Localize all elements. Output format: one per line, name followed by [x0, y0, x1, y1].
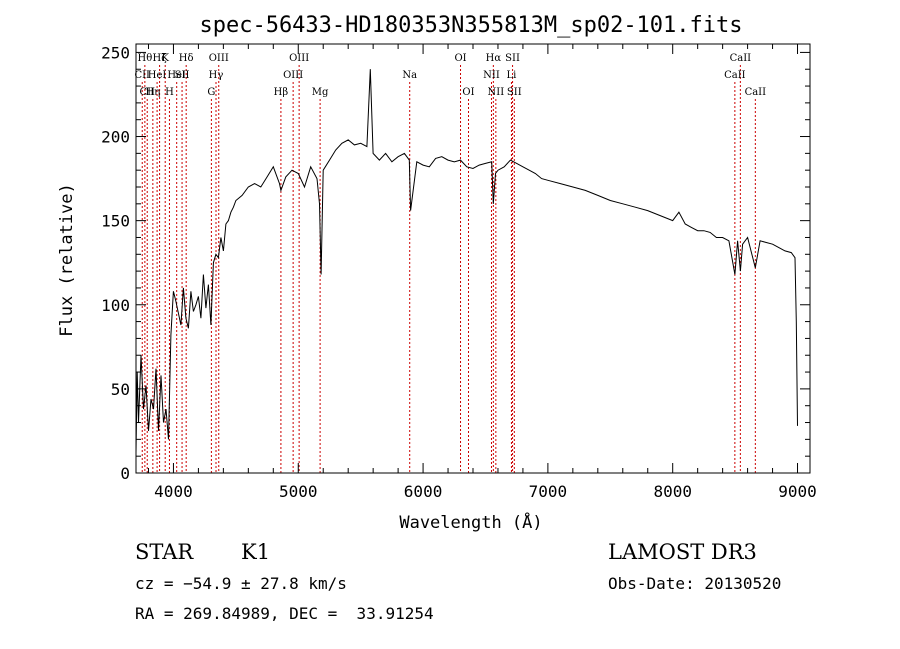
line-marker-label-12: Hγ: [209, 70, 224, 81]
line-marker-label-29: CaII: [745, 87, 767, 98]
spectrum-line: [135, 69, 798, 453]
y-tick-label-250: 250: [101, 43, 130, 62]
plot-frame: [135, 43, 811, 474]
line-marker-label-21: NII: [483, 70, 500, 81]
redshift-velocity: cz = −54.9 ± 27.8 km/s: [135, 574, 347, 593]
x-tick-label-6000: 6000: [404, 482, 443, 501]
x-axis-label: Wavelength (Å): [399, 511, 542, 533]
y-tick-label-0: 0: [120, 464, 130, 483]
line-marker-label-16: OIII: [289, 53, 309, 64]
x-tick-label-9000: 9000: [778, 482, 817, 501]
line-marker-label-20: OI: [462, 87, 474, 98]
line-marker-label-14: Hβ: [274, 87, 289, 98]
line-marker-label-2: CII: [139, 87, 155, 98]
line-marker-label-9: SII: [175, 70, 190, 81]
y-tick-label-200: 200: [101, 128, 130, 147]
coordinates: RA = 269.84989, DEC = 33.91254: [135, 604, 434, 623]
line-marker-label-22: Hα: [486, 53, 502, 64]
line-marker-label-7: H: [165, 87, 174, 98]
x-tick-label-4000: 4000: [154, 482, 193, 501]
object-subclass: K1: [241, 540, 271, 564]
x-tick-label-7000: 7000: [529, 482, 568, 501]
y-tick-label-100: 100: [101, 296, 130, 315]
line-marker-label-4: HeI: [148, 70, 167, 81]
line-marker-label-11: G: [207, 87, 215, 98]
x-tick-label-5000: 5000: [279, 482, 318, 501]
line-marker-label-26: SII: [507, 87, 522, 98]
y-axis-label: Flux (relative): [57, 183, 77, 337]
line-marker-label-0: CII: [134, 70, 150, 81]
line-marker-label-8: HeI: [167, 70, 186, 81]
emission-line-markers: [141, 65, 756, 473]
survey-name: LAMOST DR3: [608, 540, 757, 564]
line-marker-label-13: OIII: [209, 53, 229, 64]
x-tick-label-8000: 8000: [653, 482, 692, 501]
line-marker-label-15: OIII: [283, 70, 303, 81]
observation-date: Obs-Date: 20130520: [608, 574, 782, 593]
line-marker-label-5: Hζ: [153, 53, 168, 64]
line-marker-label-25: SII: [505, 53, 520, 64]
y-tick-label-50: 50: [111, 380, 130, 399]
line-marker-label-1: Hθ: [137, 53, 152, 64]
y-axis-ticks: 0 50 100 150 200 250: [101, 43, 810, 483]
y-tick-label-150: 150: [101, 212, 130, 231]
line-marker-label-10: Hδ: [179, 53, 194, 64]
line-marker-label-19: OI: [454, 53, 466, 64]
line-marker-label-3: Hη: [145, 87, 160, 98]
chart-title: spec-56433-HD180353N355813M_sp02-101.fit…: [199, 13, 742, 38]
line-marker-label-18: Na: [402, 70, 417, 81]
line-marker-label-23: NII: [488, 87, 505, 98]
line-marker-label-17: Mg: [312, 87, 329, 98]
line-marker-label-28: CaII: [730, 53, 752, 64]
x-axis-ticks: 4000 5000 6000 7000 8000 9000: [147, 44, 817, 501]
line-marker-labels: CIIHθCIIHηHeIHζKHHeISIIHδGHγOIIIHβOIIIOI…: [134, 53, 766, 98]
object-class: STAR: [135, 540, 194, 564]
line-marker-label-24: Li: [507, 70, 517, 81]
line-marker-label-27: CaII: [724, 70, 746, 81]
line-marker-label-6: K: [161, 53, 169, 64]
